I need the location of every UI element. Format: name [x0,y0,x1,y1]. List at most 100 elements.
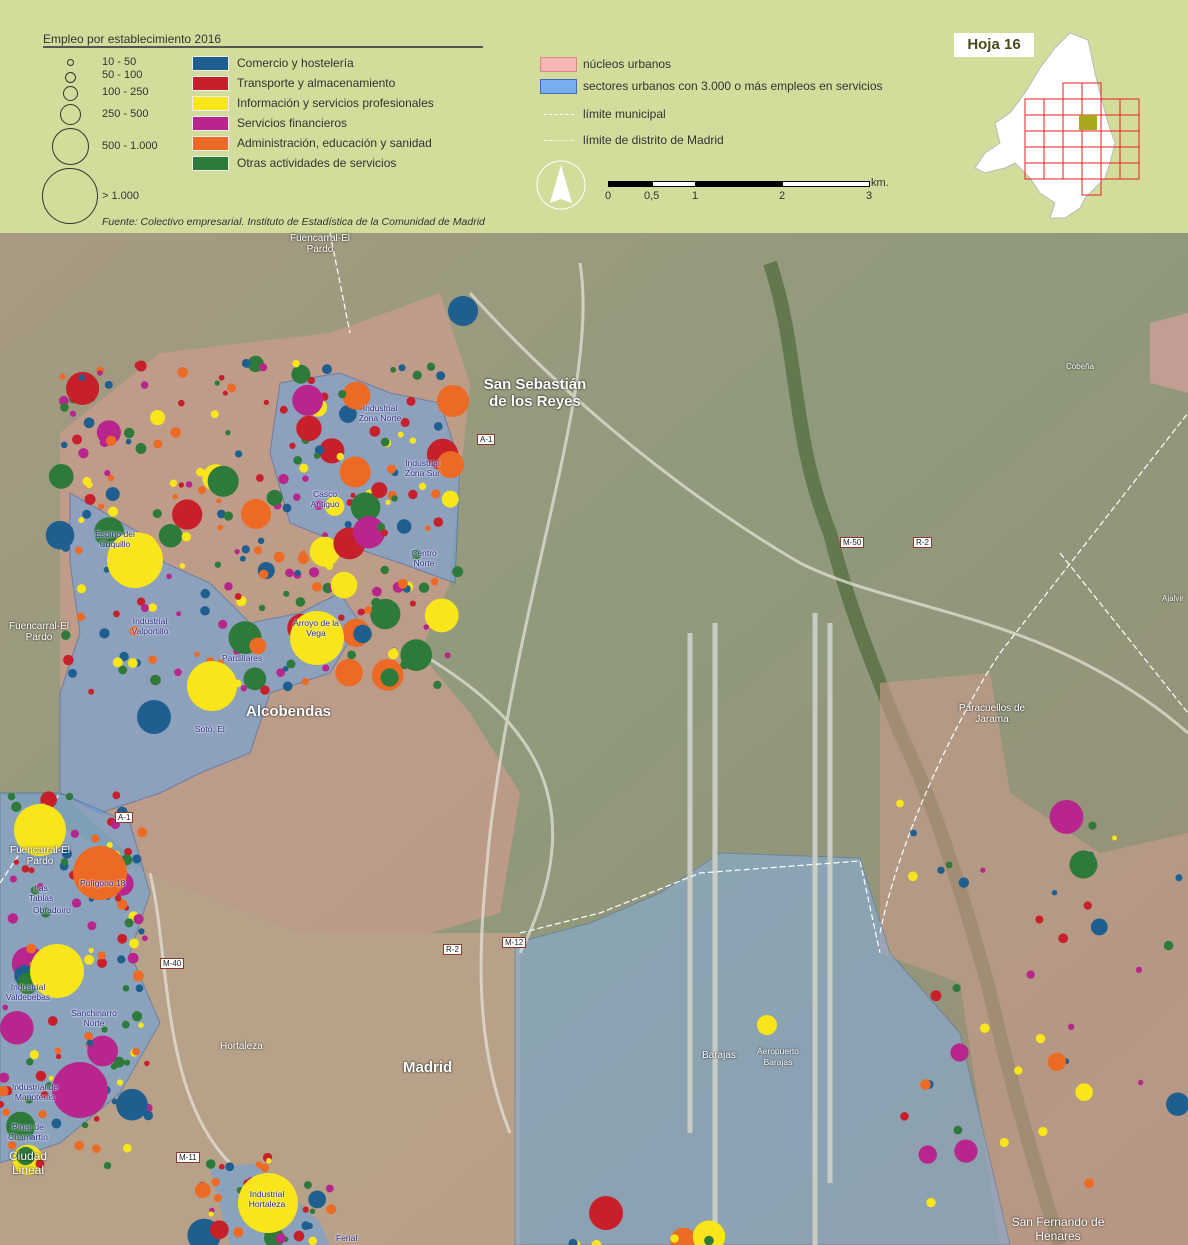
employment-circle [224,582,233,591]
employment-circle [129,938,139,949]
employment-circle [1026,970,1035,979]
employment-circle [441,490,459,508]
employment-circle [26,943,37,954]
legend-source: Fuente: Colectivo empresarial. Instituto… [102,216,485,228]
category-label: Servicios financieros [237,116,348,130]
employment-circle [396,519,412,534]
employment-circle [123,427,135,439]
employment-circle [437,451,465,479]
category-label: Comercio y hostelería [237,56,354,70]
employment-circle [97,951,106,960]
employment-circle [88,947,94,954]
employment-circle [69,410,77,417]
employment-circle [1035,915,1044,924]
employment-circle-large [757,1015,777,1035]
employment-circle [336,452,345,461]
sector-centro-norte: Centro Norte [411,548,437,568]
employment-circle [136,597,146,606]
employment-circle [433,680,442,690]
employment-circle [0,1085,9,1097]
map-legend: Empleo por establecimiento 2016 10 - 50 … [0,0,1188,233]
employment-circle [292,384,324,416]
road-m40: M-40 [160,958,185,969]
employment-circle [256,474,264,482]
employment-circle [148,655,157,664]
sector-ferial: Ferial [336,1233,358,1243]
employment-circle [408,489,418,500]
employment-circle [112,791,121,800]
label-distrito: límite de distrito de Madrid [583,133,724,147]
employment-circle [106,841,113,849]
size-label-4: 250 - 500 [102,108,149,120]
road-m11: M-11 [176,1152,200,1163]
employment-circle [291,364,311,384]
employment-circle [81,1121,89,1129]
employment-circle [286,659,296,669]
employment-circle [255,1161,263,1168]
employment-circle [409,437,417,444]
employment-circle [25,1095,34,1104]
sector-las-tablas: Las Tablas [28,883,54,903]
employment-circle [117,899,128,910]
employment-circle [135,443,147,454]
employment-circle-large [187,661,237,711]
employment-circle [920,1079,931,1090]
employment-circle [263,399,270,406]
employment-circle [342,381,371,410]
place-aeropuerto: Aeropuerto Barajas [756,1046,800,1067]
employment-circle [424,598,459,633]
road-m50: M-50 [840,537,865,548]
employment-circle [397,431,404,438]
employment-circle [260,1163,270,1173]
swatch-sectores [540,79,577,94]
employment-circle [169,479,178,487]
scale-bar-seg3 [695,181,783,187]
employment-circle [138,928,145,935]
employment-circle [308,567,320,578]
employment-circle [380,529,388,537]
employment-circle [958,877,970,888]
employment-circle [105,487,120,502]
employment-circle [84,1031,93,1041]
employment-circle [125,438,132,445]
employment-circle [276,668,286,677]
urban-norte [1150,313,1188,393]
employment-circle [321,364,333,375]
category-label: Otras actividades de servicios [237,156,397,170]
employment-circle [200,606,210,616]
employment-circle [227,383,237,393]
employment-circle [218,1163,225,1170]
employment-circle [13,859,20,865]
employment-circle [313,452,321,459]
employment-circle [69,391,81,403]
sector-valdebebas: Industrial Valdebebas [5,982,51,1002]
map-canvas[interactable]: San Sebastián de los Reyes Alcobendas Ma… [0,233,1188,1245]
employment-circle [1035,1033,1046,1044]
employment-circle-large [241,499,271,529]
sector-arroyo: Arroyo de la Vega [293,618,339,638]
employment-circle [148,603,157,612]
employment-circle [353,624,372,644]
size-symbol-4 [60,104,81,125]
employment-circle [40,907,51,918]
employment-circle [9,875,17,883]
employment-circle [1084,1178,1094,1189]
employment-circle [218,619,228,629]
sector-soto: Soto, El [195,724,225,734]
employment-circle [132,1047,140,1056]
employment-circle [119,651,129,662]
employment-circle [1051,889,1058,896]
employment-circle [979,1023,990,1033]
size-symbol-3 [63,86,78,101]
employment-circle [101,1026,108,1033]
employment-circle [293,455,303,465]
employment-circle [999,1137,1009,1148]
employment-circle [60,630,71,641]
employment-circle [324,496,345,516]
employment-circle [398,364,406,372]
employment-circle [1067,1023,1075,1031]
employment-circle [68,668,78,678]
employment-circle [314,500,324,510]
category-label: Información y servicios profesionales [237,96,434,110]
employment-circle [114,894,122,902]
